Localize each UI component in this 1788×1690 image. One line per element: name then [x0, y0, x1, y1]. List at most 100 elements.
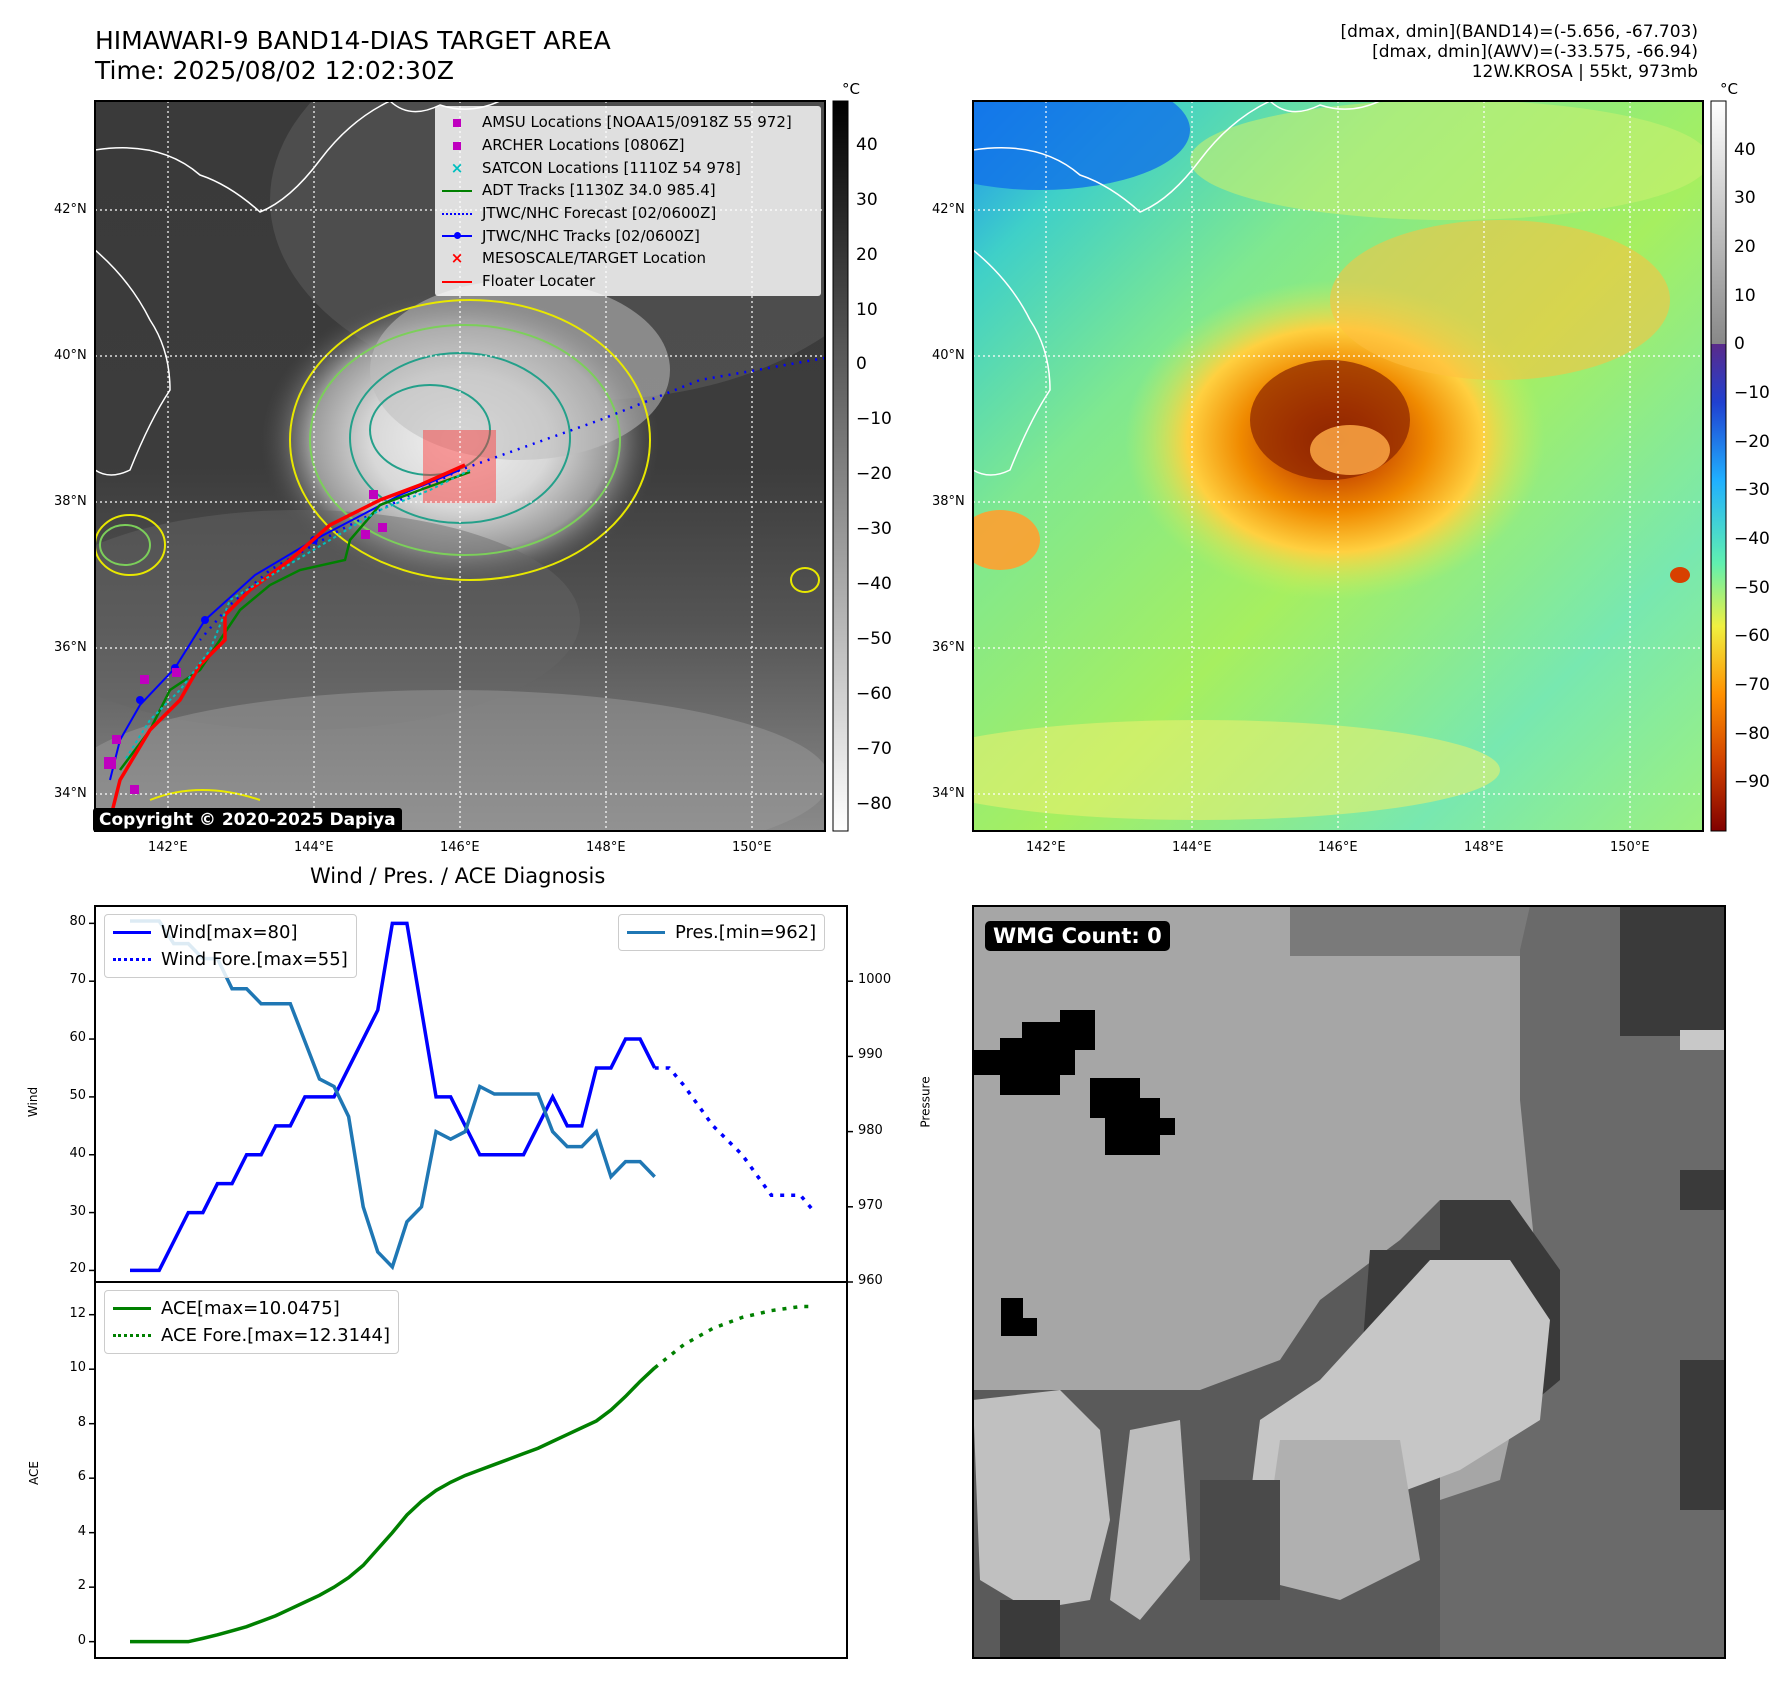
map-legend-entry: AMSU Locations [NOAA15/0918Z 55 972]	[440, 111, 820, 134]
wv-colorbar-tick: −50	[1734, 577, 1770, 598]
legend-x-icon: ×	[450, 158, 464, 177]
map-legend: AMSU Locations [NOAA15/0918Z 55 972] ARCH…	[440, 111, 820, 293]
wv-colorbar-tick: −90	[1734, 772, 1770, 793]
ir-colorbar-unit: °C	[842, 80, 860, 98]
chart-legend-label: Pres.[min=962]	[675, 922, 817, 943]
lon-label-144: 144°E	[294, 840, 334, 855]
pressure-legend: Pres.[min=962]	[618, 914, 826, 951]
map-legend-entry: × SATCON Locations [1110Z 54 978]	[440, 156, 820, 179]
legend-label: ARCHER Locations [0806Z]	[482, 136, 685, 155]
wv-colorbar-frame	[1710, 100, 1727, 832]
ir-map-frame	[94, 100, 826, 832]
lon-label-150-right: 150°E	[1610, 840, 1650, 855]
legend-square-icon	[440, 113, 474, 131]
ace-tick-label: 12	[69, 1305, 86, 1321]
wv-colorbar-unit: °C	[1720, 80, 1738, 98]
lon-label-146: 146°E	[440, 840, 480, 855]
chart-legend-label: ACE Fore.[max=12.3144]	[161, 1325, 390, 1346]
lat-label-38: 38°N	[54, 494, 87, 509]
lat-label-36-right: 36°N	[932, 640, 965, 655]
lon-label-150: 150°E	[732, 840, 772, 855]
pressure-tick-label: 970	[858, 1197, 883, 1213]
lon-label-148-right: 148°E	[1464, 840, 1504, 855]
copyright-badge: Copyright © 2020-2025 Dapiya	[93, 808, 402, 832]
lon-label-146-right: 146°E	[1318, 840, 1358, 855]
wv-colorbar-lower	[1711, 344, 1726, 831]
lat-label-34: 34°N	[54, 786, 87, 801]
diagnostic-info: [dmax, dmin](BAND14)=(-5.656, -67.703) […	[1098, 22, 1698, 82]
series-line-0	[130, 921, 657, 1273]
chart-legend-entry: Wind[max=80]	[113, 919, 348, 946]
lon-label-142-right: 142°E	[1026, 840, 1066, 855]
chart-legend-swatch	[113, 1307, 151, 1310]
ace-tick-label: 6	[77, 1469, 86, 1485]
wind-tick-label: 50	[69, 1087, 86, 1103]
info-line-3: 12W.KROSA | 55kt, 973mb	[1471, 62, 1698, 82]
pressure-tick-label: 960	[858, 1273, 883, 1288]
wv-colorbar-tick: −70	[1734, 675, 1770, 695]
legend-label: SATCON Locations [1110Z 54 978]	[482, 158, 741, 177]
diagnosis-title: Wind / Pres. / ACE Diagnosis	[310, 864, 606, 888]
ir-colorbar-tick: −70	[856, 738, 892, 759]
legend-label: JTWC/NHC Tracks [02/0600Z]	[482, 226, 700, 245]
lat-label-36: 36°N	[54, 640, 87, 655]
legend-line-dot-icon	[440, 227, 474, 245]
ir-colorbar-tick: −50	[856, 628, 892, 649]
wv-colorbar-tick: −60	[1734, 626, 1770, 647]
legend-x-icon: ×	[450, 249, 464, 268]
ir-map	[95, 101, 825, 831]
map-legend-entry: × MESOSCALE/TARGET Location	[440, 247, 820, 270]
wv-colorbar-tick: −40	[1734, 529, 1770, 549]
chart-legend-entry: Pres.[min=962]	[627, 919, 816, 946]
chart-legend-swatch	[113, 958, 151, 961]
chart-legend-label: Wind[max=80]	[161, 922, 298, 943]
map-legend-entry: JTWC/NHC Forecast [02/0600Z]	[440, 202, 820, 225]
figure-time: Time: 2025/08/02 12:02:30Z	[95, 56, 454, 85]
wv-colorbar-tick: 10	[1734, 285, 1756, 306]
wmg-frame	[972, 905, 1726, 1659]
lon-label-144-right: 144°E	[1172, 840, 1212, 855]
wv-colorbar-upper	[1711, 101, 1726, 344]
legend-line-icon	[440, 181, 474, 199]
legend-label: MESOSCALE/TARGET Location	[482, 249, 707, 268]
pressure-axis-label: Pressure	[918, 1076, 933, 1128]
info-line-1: [dmax, dmin](BAND14)=(-5.656, -67.703)	[1340, 22, 1698, 42]
legend-dotted-icon	[440, 204, 474, 222]
wv-map	[973, 101, 1703, 831]
lat-label-42-right: 42°N	[932, 202, 965, 217]
pressure-tick-label: 990	[858, 1047, 883, 1063]
chart-legend-swatch	[113, 1334, 151, 1337]
lon-label-148: 148°E	[586, 840, 626, 855]
map-legend-entry: ARCHER Locations [0806Z]	[440, 134, 820, 157]
ir-colorbar-tick: 40	[856, 134, 878, 155]
legend-label: AMSU Locations [NOAA15/0918Z 55 972]	[482, 113, 792, 132]
legend-line-icon	[440, 272, 474, 290]
legend-square-icon	[440, 136, 474, 154]
chart-legend-label: ACE[max=10.0475]	[161, 1298, 340, 1319]
ir-colorbar-tick: −10	[856, 409, 892, 430]
legend-label: ADT Tracks [1130Z 34.0 985.4]	[482, 181, 716, 200]
ir-colorbar-tick: −80	[856, 793, 892, 814]
ir-colorbar	[832, 100, 849, 832]
wv-colorbar-tick: 20	[1734, 237, 1756, 257]
wv-colorbar-tick: −30	[1734, 480, 1770, 501]
ir-colorbar-tick: −20	[856, 464, 892, 485]
ir-colorbar-tick: 30	[856, 189, 878, 210]
pressure-tick-label: 1000	[858, 972, 892, 988]
lon-label-142: 142°E	[148, 840, 188, 855]
chart-legend-swatch	[627, 931, 665, 934]
chart-legend-entry: ACE[max=10.0475]	[113, 1295, 390, 1322]
wind-tick-label: 60	[69, 1030, 86, 1046]
wv-colorbar-tick: 30	[1734, 188, 1756, 209]
wind-axis-label: Wind	[26, 1086, 41, 1118]
lat-label-38-right: 38°N	[932, 494, 965, 509]
info-line-2: [dmax, dmin](AWV)=(-33.575, -66.94)	[1372, 42, 1698, 62]
ace-legend: ACE[max=10.0475] ACE Fore.[max=12.3144]	[104, 1290, 399, 1354]
wv-map-frame	[972, 100, 1704, 832]
ir-colorbar-tick: 0	[856, 354, 867, 375]
wv-colorbar-tick: 40	[1734, 139, 1756, 160]
ace-tick-label: 0	[77, 1632, 86, 1648]
ace-tick-label: 10	[69, 1360, 86, 1376]
map-legend-entry: Floater Locater	[440, 270, 820, 293]
